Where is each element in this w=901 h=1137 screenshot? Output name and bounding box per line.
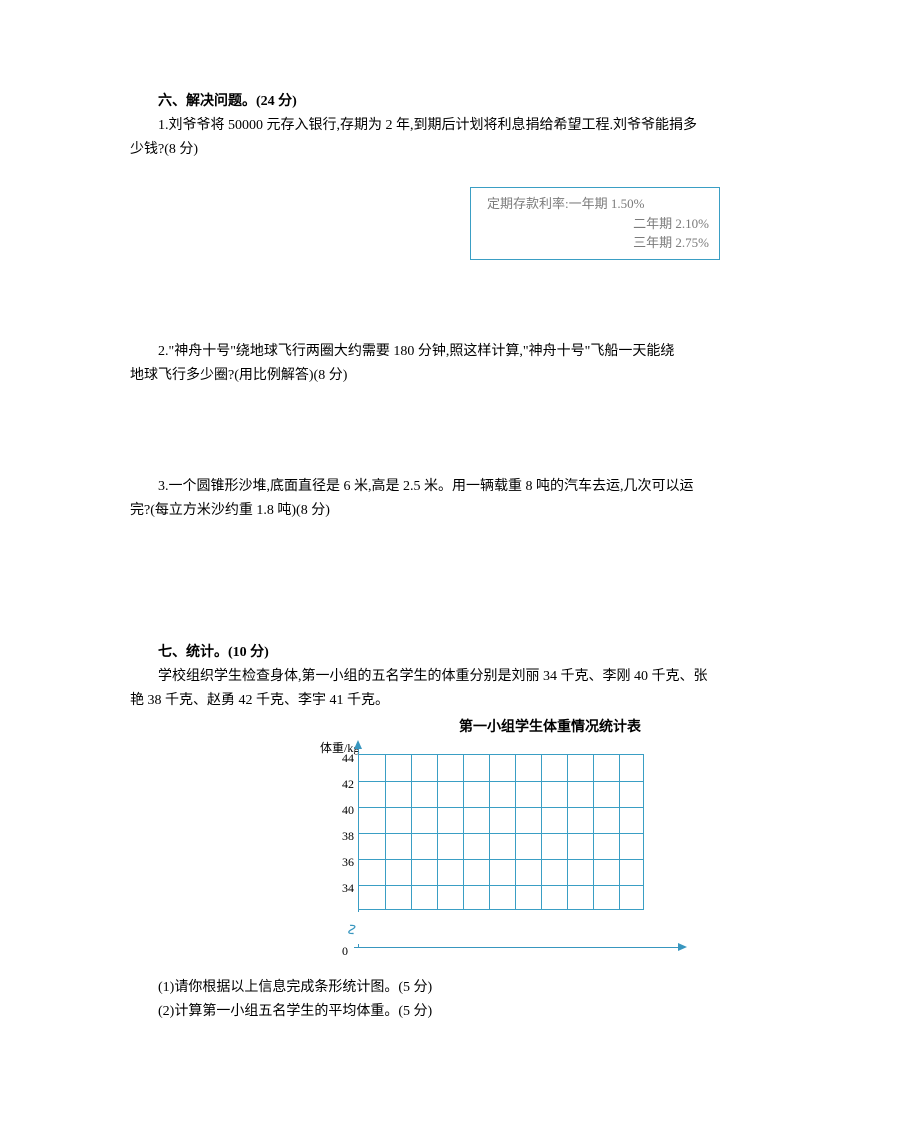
s7-intro-a: 学校组织学生检查身体,第一小组的五名学生的体重分别是刘丽 34 千克、李刚 40…	[130, 665, 771, 689]
grid-v-line	[489, 755, 490, 909]
bar-chart-template: 第一小组学生体重情况统计表 体重/kg	[310, 716, 710, 976]
grid-v-line	[411, 755, 412, 909]
grid-h-line	[359, 859, 643, 860]
question-6-3: 3.一个圆锥形沙堆,底面直径是 6 米,高是 2.5 米。用一辆载重 8 吨的汽…	[130, 475, 771, 523]
question-6-1: 1.刘爷爷将 50000 元存入银行,存期为 2 年,到期后计划将利息捐给希望工…	[130, 114, 771, 162]
sub-question-1: (1)请你根据以上信息完成条形统计图。(5 分)	[130, 976, 771, 1000]
grid-h-line	[359, 885, 643, 886]
rate-row-2: 二年期 2.10%	[487, 214, 709, 234]
grid-v-line	[463, 755, 464, 909]
grid-v-line	[385, 755, 386, 909]
grid-v-line	[567, 755, 568, 909]
y-tick: 44	[324, 748, 354, 768]
y-tick: 42	[324, 774, 354, 794]
section-7-title: 七、统计。(10 分)	[130, 641, 771, 665]
section-7: 七、统计。(10 分) 学校组织学生检查身体,第一小组的五名学生的体重分别是刘丽…	[130, 641, 771, 1024]
y-tick: 40	[324, 800, 354, 820]
chart-grid	[358, 754, 644, 910]
grid-v-line	[593, 755, 594, 909]
q1-line-a: 1.刘爷爷将 50000 元存入银行,存期为 2 年,到期后计划将利息捐给希望工…	[130, 114, 771, 138]
section-6: 六、解决问题。(24 分) 1.刘爷爷将 50000 元存入银行,存期为 2 年…	[130, 90, 771, 523]
sub-question-2: (2)计算第一小组五名学生的平均体重。(5 分)	[130, 1000, 771, 1024]
x-axis	[354, 947, 682, 948]
grid-v-line	[541, 755, 542, 909]
grid-v-line	[619, 755, 620, 909]
q2-line-a: 2."神舟十号"绕地球飞行两圈大约需要 180 分钟,照这样计算,"神舟十号"飞…	[130, 340, 771, 364]
question-6-2: 2."神舟十号"绕地球飞行两圈大约需要 180 分钟,照这样计算,"神舟十号"飞…	[130, 340, 771, 388]
q2-line-b: 地球飞行多少圈?(用比例解答)(8 分)	[130, 364, 771, 388]
origin-label: 0	[342, 941, 348, 961]
chart-area: 体重/kg 44	[310, 742, 690, 962]
q1-line-b: 少钱?(8 分)	[130, 138, 771, 162]
rate-table: 定期存款利率:一年期 1.50% 二年期 2.10% 三年期 2.75%	[470, 187, 720, 260]
s7-intro-b: 艳 38 千克、赵勇 42 千克、李宇 41 千克。	[130, 689, 771, 713]
rate-row-1: 定期存款利率:一年期 1.50%	[487, 194, 709, 214]
chart-title: 第一小组学生体重情况统计表	[390, 716, 710, 740]
rate-row-3: 三年期 2.75%	[487, 233, 709, 253]
y-tick: 34	[324, 878, 354, 898]
y-tick: 36	[324, 852, 354, 872]
y-tick: 38	[324, 826, 354, 846]
q3-line-a: 3.一个圆锥形沙堆,底面直径是 6 米,高是 2.5 米。用一辆载重 8 吨的汽…	[130, 475, 771, 499]
q3-line-b: 完?(每立方米沙约重 1.8 吨)(8 分)	[130, 499, 771, 523]
grid-v-line	[515, 755, 516, 909]
grid-v-line	[437, 755, 438, 909]
grid-h-line	[359, 807, 643, 808]
grid-h-line	[359, 833, 643, 834]
grid-h-line	[359, 781, 643, 782]
x-arrow-icon	[678, 943, 687, 951]
section-6-title: 六、解决问题。(24 分)	[130, 90, 771, 114]
